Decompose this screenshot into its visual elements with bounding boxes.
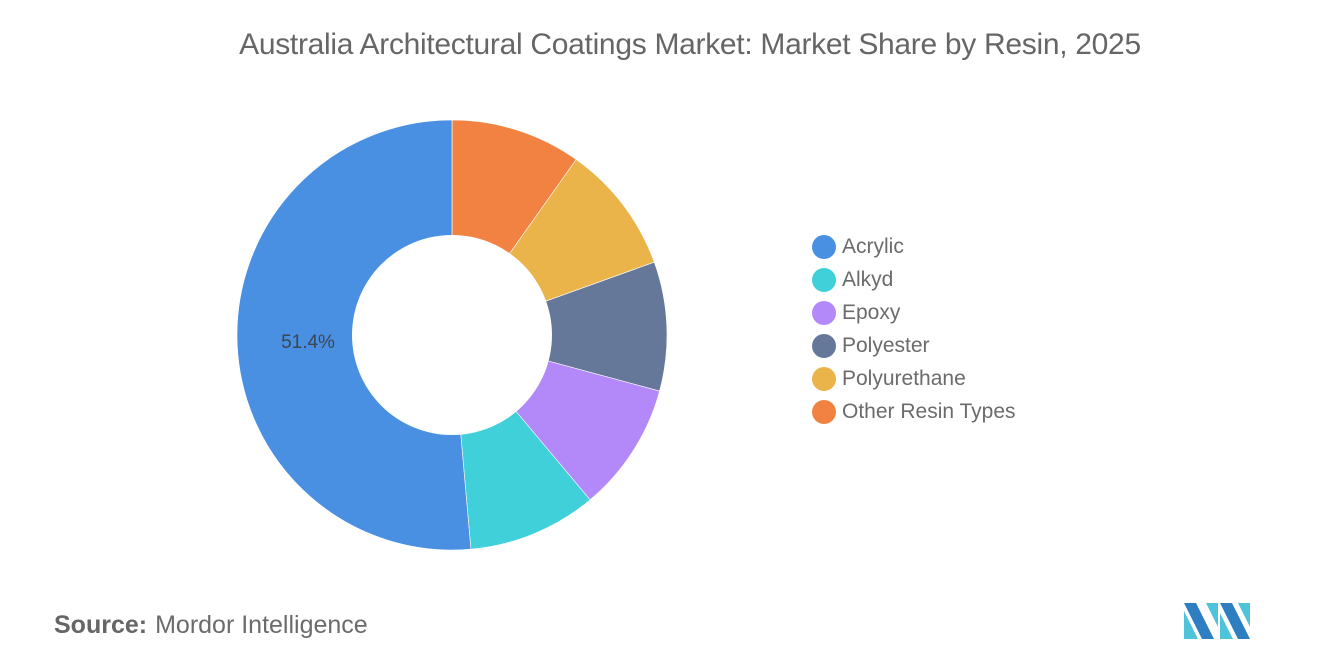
legend-dot-icon <box>812 333 836 358</box>
legend-label: Alkyd <box>842 267 894 291</box>
legend-label: Acrylic <box>842 234 904 258</box>
chart-title: Australia Architectural Coatings Market:… <box>239 28 1141 61</box>
legend-item-polyurethane[interactable]: Polyurethane <box>812 362 1016 395</box>
legend-item-other-resin-types[interactable]: Other Resin Types <box>812 395 1016 428</box>
legend-dot-icon <box>812 366 836 391</box>
source-note: Source: Mordor Intelligence <box>54 611 368 640</box>
legend-dot-icon <box>812 234 836 259</box>
legend: Acrylic Alkyd Epoxy Polyester Polyuretha… <box>812 230 1016 428</box>
legend-item-acrylic[interactable]: Acrylic <box>812 230 1016 263</box>
source-label: Source: <box>54 611 148 639</box>
legend-label: Other Resin Types <box>842 399 1016 423</box>
legend-dot-icon <box>812 300 836 325</box>
legend-label: Polyester <box>842 333 930 357</box>
legend-label: Polyurethane <box>842 366 966 390</box>
legend-item-alkyd[interactable]: Alkyd <box>812 263 1016 296</box>
legend-dot-icon <box>812 399 836 424</box>
donut-hole <box>352 235 552 435</box>
legend-dot-icon <box>812 267 836 292</box>
source-value: Mordor Intelligence <box>155 611 368 639</box>
legend-item-polyester[interactable]: Polyester <box>812 329 1016 362</box>
slice-polyester[interactable] <box>451 261 668 392</box>
legend-label: Epoxy <box>842 300 901 324</box>
legend-item-epoxy[interactable]: Epoxy <box>812 296 1016 329</box>
acrylic-data-label: 51.4% <box>281 332 335 353</box>
mordor-intelligence-logo-icon <box>1184 603 1250 639</box>
